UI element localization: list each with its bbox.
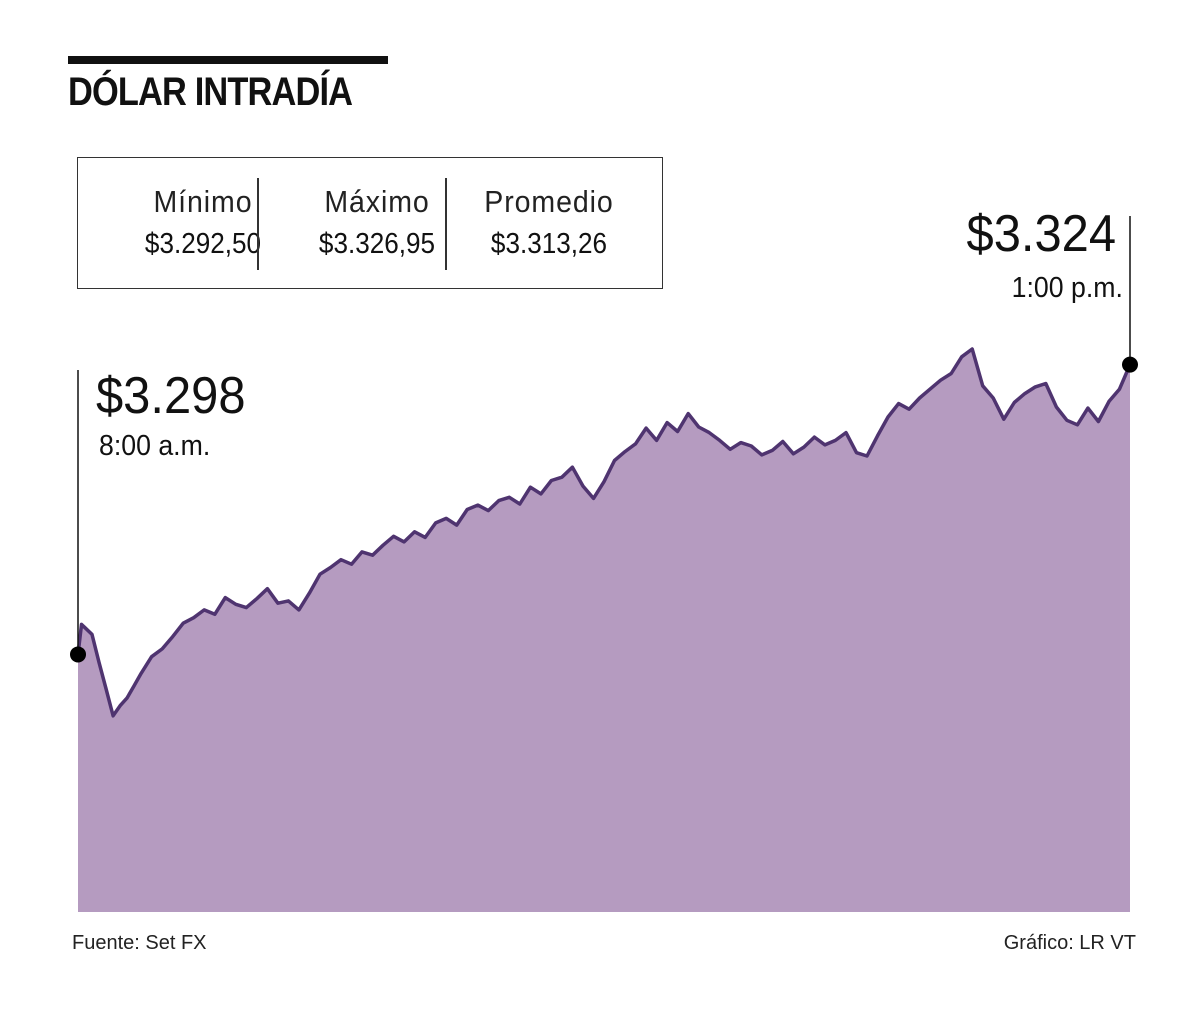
- close-time-label: 1:00 p.m.: [1011, 272, 1123, 304]
- stat-maximum: Máximo $3.326,95: [282, 184, 472, 262]
- open-price-label: $3.298: [96, 367, 246, 425]
- stat-average-value: $3.313,26: [490, 228, 608, 260]
- stats-box: Mínimo $3.292,50 Máximo $3.326,95 Promed…: [77, 157, 663, 289]
- open-price-marker: [70, 646, 86, 663]
- title-rule: [68, 56, 388, 64]
- stat-maximum-value: $3.326,95: [318, 228, 436, 260]
- stat-minimum-label: Mínimo: [153, 184, 253, 219]
- open-time-label: 8:00 a.m.: [99, 430, 211, 462]
- stat-average-label: Promedio: [484, 184, 614, 219]
- stat-minimum: Mínimo $3.292,50: [108, 184, 298, 262]
- price-line: [76, 347, 1132, 718]
- close-price-marker: [1122, 356, 1138, 373]
- stat-maximum-label: Máximo: [324, 184, 430, 219]
- chart-title: DÓLAR INTRADÍA: [68, 70, 353, 114]
- stat-divider: [257, 178, 259, 270]
- price-area: [78, 349, 1130, 912]
- credit-label: Gráfico: LR VT: [1003, 932, 1136, 954]
- source-label: Fuente: Set FX: [72, 932, 207, 954]
- stat-minimum-value: $3.292,50: [144, 228, 262, 260]
- stat-divider: [445, 178, 447, 270]
- close-price-label: $3.324: [966, 205, 1116, 263]
- stat-average: Promedio $3.313,26: [454, 184, 644, 262]
